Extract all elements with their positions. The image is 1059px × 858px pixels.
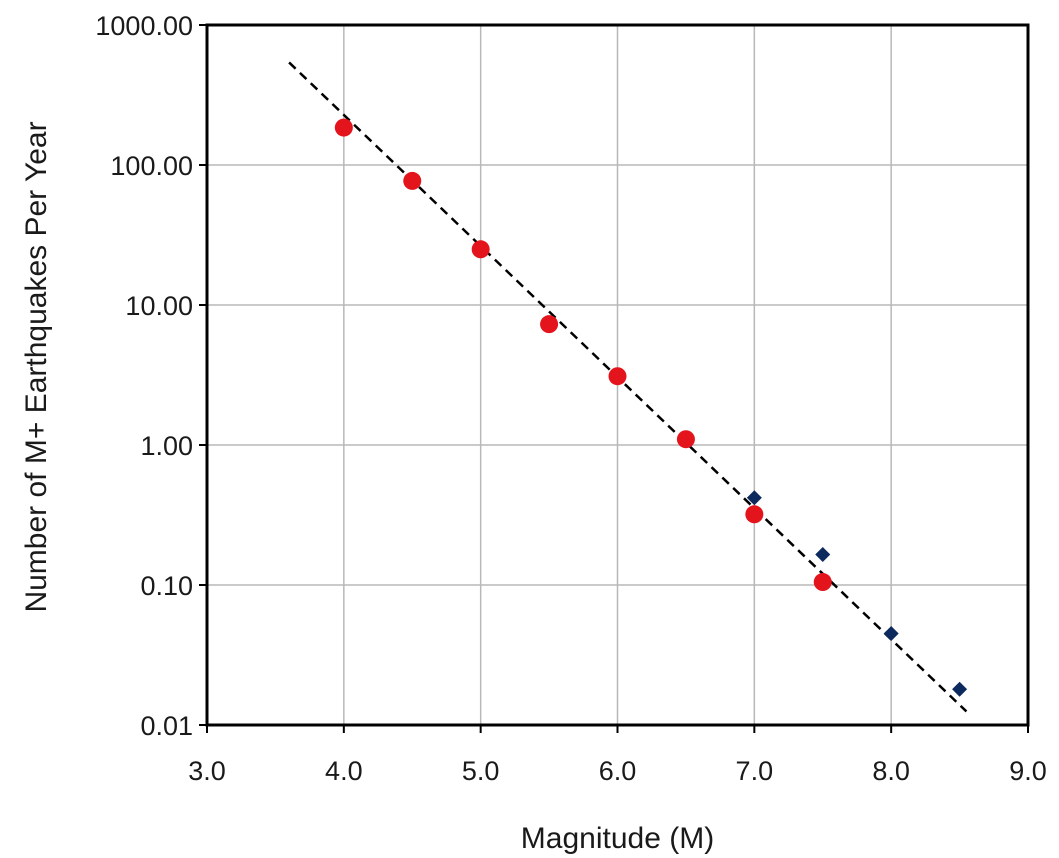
y-tick-label: 10.00 (125, 291, 193, 321)
x-tick-label: 9.0 (1009, 756, 1047, 786)
diamond-point (952, 681, 968, 697)
circle-point (813, 573, 832, 592)
x-tick-label: 6.0 (599, 756, 637, 786)
x-tick-label: 8.0 (872, 756, 910, 786)
y-tick-label: 1.00 (140, 431, 193, 461)
x-tick-label: 4.0 (325, 756, 363, 786)
diamond-point (746, 490, 762, 506)
circle-point (676, 430, 695, 449)
circle-point (471, 240, 490, 259)
trendline-layer (288, 61, 968, 713)
x-tick-label: 7.0 (736, 756, 774, 786)
y-axis-title: Number of M+ Earthquakes Per Year (20, 121, 53, 612)
x-axis-title: Magnitude (M) (521, 822, 714, 855)
circle-point (540, 315, 559, 334)
y-tick-label: 0.01 (140, 711, 193, 741)
x-tick-label: 3.0 (188, 756, 226, 786)
trendline (288, 61, 968, 713)
circle-point (745, 505, 764, 524)
diamond-point (883, 626, 899, 642)
circle-point (334, 118, 353, 137)
y-tick-label: 1000.00 (95, 11, 193, 41)
y-tick-label: 100.00 (110, 151, 193, 181)
plot-frame (205, 23, 1030, 727)
x-tick-label: 5.0 (462, 756, 500, 786)
y-tick-label: 0.10 (140, 571, 193, 601)
data-points (334, 118, 968, 697)
x-tick-labels: 3.0 4.0 5.0 6.0 7.0 8.0 9.0 (188, 756, 1047, 786)
circle-point (608, 367, 627, 386)
diamond-point (815, 547, 831, 563)
y-tick-labels: 0.01 0.10 1.00 10.00 100.00 1000.00 (95, 11, 193, 741)
circle-point (403, 171, 422, 190)
